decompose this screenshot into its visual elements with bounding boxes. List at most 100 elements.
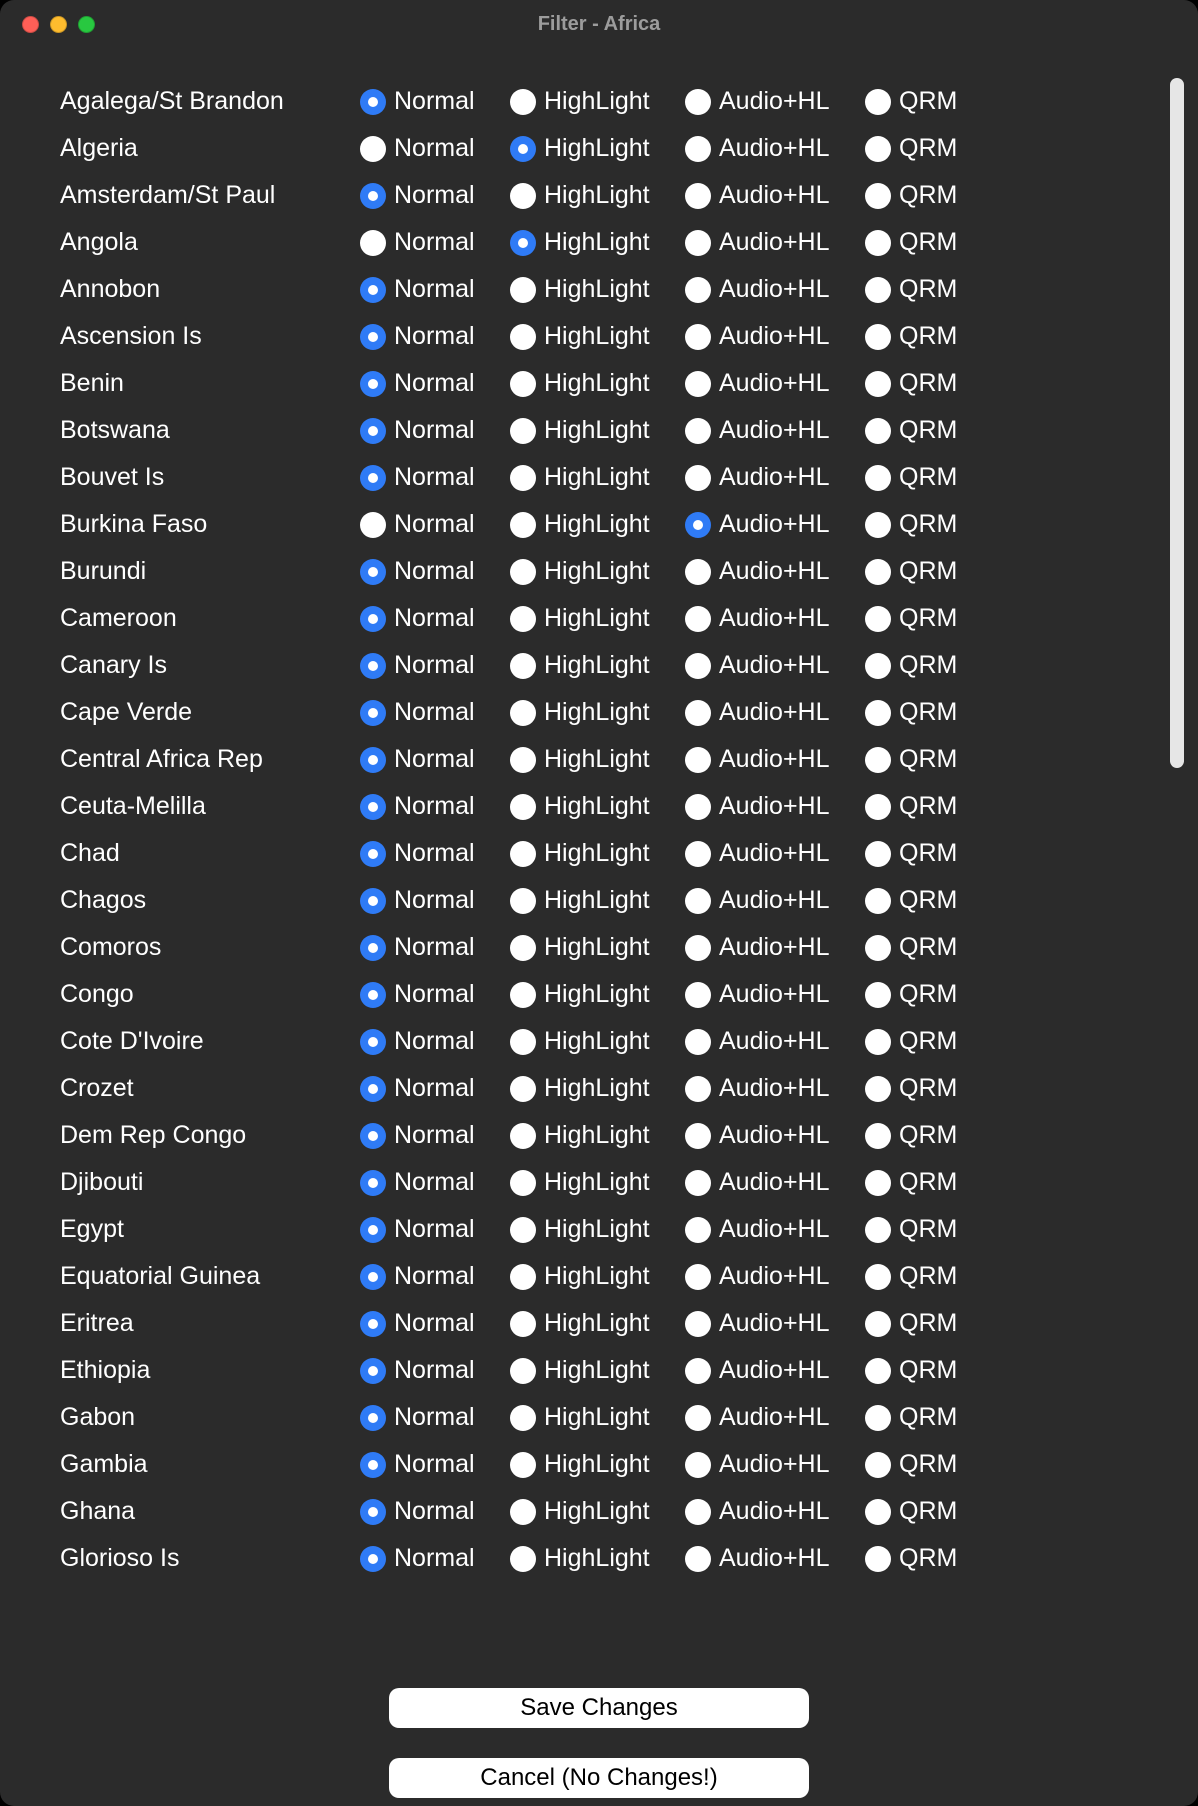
radio-highlight-icon[interactable]: [510, 183, 536, 209]
radio-qrm-icon[interactable]: [865, 465, 891, 491]
option-audio[interactable]: Audio+HL: [685, 933, 865, 962]
option-audio[interactable]: Audio+HL: [685, 369, 865, 398]
option-audio[interactable]: Audio+HL: [685, 181, 865, 210]
option-qrm[interactable]: QRM: [865, 369, 985, 398]
option-highlight[interactable]: HighLight: [510, 510, 685, 539]
radio-audio-icon[interactable]: [685, 277, 711, 303]
option-normal[interactable]: Normal: [360, 557, 510, 586]
radio-highlight-icon[interactable]: [510, 324, 536, 350]
scrollbar[interactable]: [1166, 78, 1186, 1664]
option-normal[interactable]: Normal: [360, 369, 510, 398]
option-normal[interactable]: Normal: [360, 604, 510, 633]
radio-highlight-icon[interactable]: [510, 888, 536, 914]
cancel-button[interactable]: Cancel (No Changes!): [389, 1758, 809, 1798]
option-highlight[interactable]: HighLight: [510, 1215, 685, 1244]
option-normal[interactable]: Normal: [360, 651, 510, 680]
option-audio[interactable]: Audio+HL: [685, 1497, 865, 1526]
radio-normal-icon[interactable]: [360, 277, 386, 303]
option-normal[interactable]: Normal: [360, 1356, 510, 1385]
radio-normal-icon[interactable]: [360, 1123, 386, 1149]
option-highlight[interactable]: HighLight: [510, 651, 685, 680]
radio-qrm-icon[interactable]: [865, 982, 891, 1008]
option-normal[interactable]: Normal: [360, 886, 510, 915]
option-audio[interactable]: Audio+HL: [685, 1215, 865, 1244]
radio-audio-icon[interactable]: [685, 512, 711, 538]
radio-qrm-icon[interactable]: [865, 1264, 891, 1290]
option-highlight[interactable]: HighLight: [510, 1121, 685, 1150]
option-normal[interactable]: Normal: [360, 228, 510, 257]
radio-highlight-icon[interactable]: [510, 230, 536, 256]
radio-audio-icon[interactable]: [685, 371, 711, 397]
radio-qrm-icon[interactable]: [865, 559, 891, 585]
option-normal[interactable]: Normal: [360, 1544, 510, 1573]
radio-audio-icon[interactable]: [685, 418, 711, 444]
radio-qrm-icon[interactable]: [865, 1358, 891, 1384]
option-qrm[interactable]: QRM: [865, 1450, 985, 1479]
option-highlight[interactable]: HighLight: [510, 1544, 685, 1573]
option-audio[interactable]: Audio+HL: [685, 1027, 865, 1056]
radio-highlight-icon[interactable]: [510, 1170, 536, 1196]
radio-highlight-icon[interactable]: [510, 136, 536, 162]
radio-normal-icon[interactable]: [360, 89, 386, 115]
option-highlight[interactable]: HighLight: [510, 181, 685, 210]
radio-normal-icon[interactable]: [360, 230, 386, 256]
option-qrm[interactable]: QRM: [865, 1309, 985, 1338]
radio-highlight-icon[interactable]: [510, 512, 536, 538]
option-highlight[interactable]: HighLight: [510, 1450, 685, 1479]
radio-audio-icon[interactable]: [685, 794, 711, 820]
radio-normal-icon[interactable]: [360, 465, 386, 491]
option-audio[interactable]: Audio+HL: [685, 275, 865, 304]
option-audio[interactable]: Audio+HL: [685, 1356, 865, 1385]
option-audio[interactable]: Audio+HL: [685, 1074, 865, 1103]
maximize-icon[interactable]: [78, 16, 95, 33]
option-normal[interactable]: Normal: [360, 322, 510, 351]
radio-audio-icon[interactable]: [685, 89, 711, 115]
radio-normal-icon[interactable]: [360, 136, 386, 162]
option-normal[interactable]: Normal: [360, 1215, 510, 1244]
option-audio[interactable]: Audio+HL: [685, 1309, 865, 1338]
option-highlight[interactable]: HighLight: [510, 604, 685, 633]
option-audio[interactable]: Audio+HL: [685, 557, 865, 586]
option-normal[interactable]: Normal: [360, 698, 510, 727]
option-audio[interactable]: Audio+HL: [685, 651, 865, 680]
radio-normal-icon[interactable]: [360, 841, 386, 867]
radio-audio-icon[interactable]: [685, 1311, 711, 1337]
option-qrm[interactable]: QRM: [865, 1356, 985, 1385]
radio-normal-icon[interactable]: [360, 1405, 386, 1431]
radio-audio-icon[interactable]: [685, 700, 711, 726]
option-highlight[interactable]: HighLight: [510, 1262, 685, 1291]
radio-audio-icon[interactable]: [685, 888, 711, 914]
option-highlight[interactable]: HighLight: [510, 792, 685, 821]
radio-highlight-icon[interactable]: [510, 982, 536, 1008]
radio-normal-icon[interactable]: [360, 1546, 386, 1572]
option-normal[interactable]: Normal: [360, 745, 510, 774]
radio-audio-icon[interactable]: [685, 1452, 711, 1478]
radio-highlight-icon[interactable]: [510, 1264, 536, 1290]
option-audio[interactable]: Audio+HL: [685, 1121, 865, 1150]
option-audio[interactable]: Audio+HL: [685, 463, 865, 492]
option-normal[interactable]: Normal: [360, 134, 510, 163]
option-audio[interactable]: Audio+HL: [685, 87, 865, 116]
option-qrm[interactable]: QRM: [865, 181, 985, 210]
save-button[interactable]: Save Changes: [389, 1688, 809, 1728]
option-qrm[interactable]: QRM: [865, 604, 985, 633]
radio-normal-icon[interactable]: [360, 794, 386, 820]
close-icon[interactable]: [22, 16, 39, 33]
option-highlight[interactable]: HighLight: [510, 698, 685, 727]
option-highlight[interactable]: HighLight: [510, 228, 685, 257]
option-audio[interactable]: Audio+HL: [685, 886, 865, 915]
option-highlight[interactable]: HighLight: [510, 1497, 685, 1526]
option-qrm[interactable]: QRM: [865, 1027, 985, 1056]
radio-qrm-icon[interactable]: [865, 841, 891, 867]
option-normal[interactable]: Normal: [360, 416, 510, 445]
option-highlight[interactable]: HighLight: [510, 1027, 685, 1056]
option-qrm[interactable]: QRM: [865, 745, 985, 774]
option-normal[interactable]: Normal: [360, 933, 510, 962]
radio-qrm-icon[interactable]: [865, 1452, 891, 1478]
radio-qrm-icon[interactable]: [865, 89, 891, 115]
option-highlight[interactable]: HighLight: [510, 416, 685, 445]
option-qrm[interactable]: QRM: [865, 275, 985, 304]
radio-normal-icon[interactable]: [360, 1170, 386, 1196]
option-normal[interactable]: Normal: [360, 1262, 510, 1291]
radio-qrm-icon[interactable]: [865, 1311, 891, 1337]
